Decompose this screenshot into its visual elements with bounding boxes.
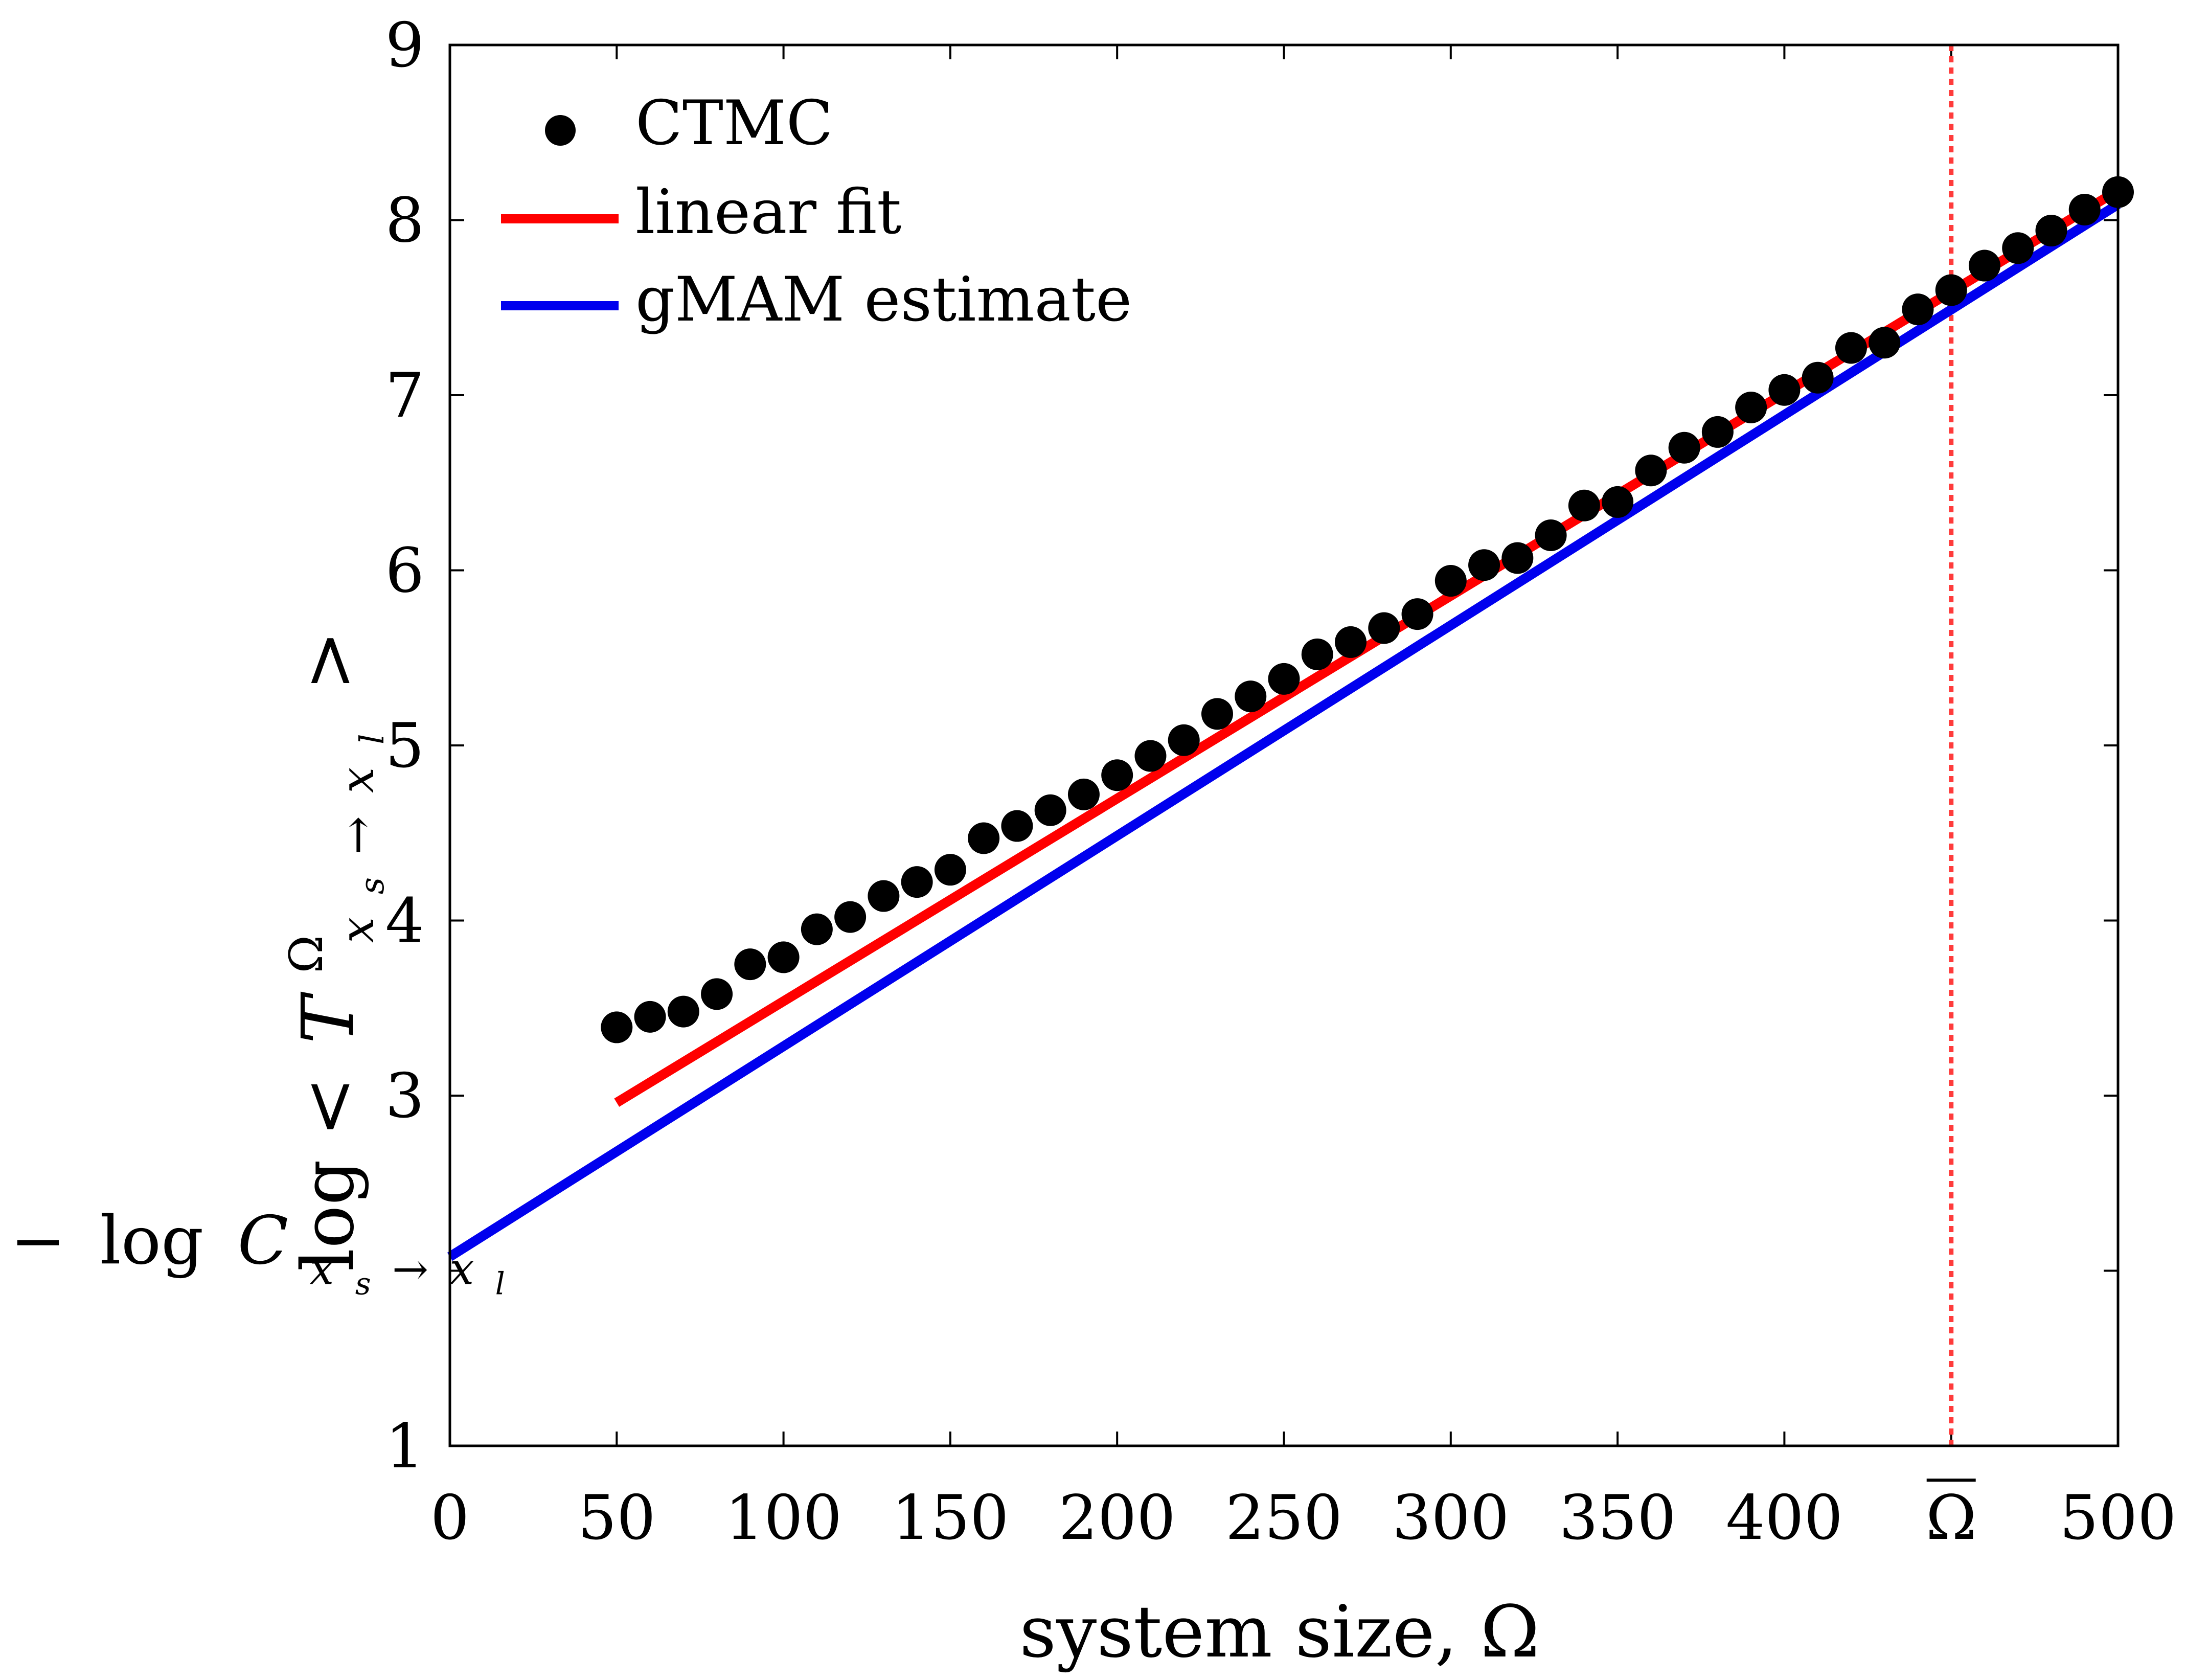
x-tick-label: 150 <box>892 1483 1009 1554</box>
linear-fit-line <box>614 186 2121 1107</box>
ctmc-point <box>1835 332 1867 364</box>
x-axis-title: system size, Ω <box>1019 1591 1539 1674</box>
ctmc-point <box>1034 794 1066 826</box>
ctmc-point <box>767 941 800 973</box>
y-tick-label: 1 <box>385 1411 424 1482</box>
x-tick-label: Ω <box>1926 1483 1977 1554</box>
ctmc-point <box>801 913 833 945</box>
y-tick-label: 5 <box>385 711 424 782</box>
y-axis-title-suffix: > <box>287 630 370 690</box>
ctmc-point <box>1468 549 1500 581</box>
ctmc-point <box>1434 565 1467 597</box>
ctmc-point <box>1235 680 1267 713</box>
ctmc-point <box>2068 193 2101 225</box>
ctmc-point <box>1268 663 1300 695</box>
ctmc-point <box>701 978 733 1010</box>
ctmc-point <box>1101 759 1133 791</box>
intercept-subscript-l: l <box>495 1266 505 1302</box>
ctmc-point <box>634 1001 666 1033</box>
ctmc-point <box>1902 293 1934 326</box>
ctmc-point <box>968 822 1000 854</box>
y-tick-label: 3 <box>385 1061 424 1132</box>
intercept-arrow: → <box>392 1244 428 1295</box>
intercept-log: log <box>100 1201 203 1279</box>
ctmc-point <box>1635 455 1667 487</box>
y-tick-label: 9 <box>385 10 424 81</box>
x-tick-label: 100 <box>725 1483 842 1554</box>
ctmc-point <box>934 854 966 886</box>
intercept-minus: − <box>10 1201 66 1279</box>
ctmc-point <box>1602 486 1634 518</box>
y-axis-title-superscript: Ω <box>280 935 333 973</box>
ctmc-point <box>1401 598 1433 630</box>
legend: CTMC linear fit gMAM estimate <box>501 88 1132 335</box>
legend-gmam-label: gMAM estimate <box>635 264 1132 335</box>
series-layer <box>447 45 2134 1446</box>
ctmc-point <box>1568 489 1600 521</box>
ctmc-point <box>1768 374 1801 406</box>
gmam-estimate-line <box>447 200 2121 1261</box>
ctmc-point <box>1735 391 1767 423</box>
ctmc-point <box>1701 416 1734 448</box>
y-axis-title-symbol: T <box>287 992 370 1044</box>
ctmc-point <box>601 1011 633 1043</box>
y-tick-label: 8 <box>385 186 424 257</box>
y-axis-title-subscript: x <box>331 917 384 943</box>
y-axis-title-subscript-l: l <box>353 734 392 744</box>
ctmc-point <box>1668 432 1700 464</box>
ctmc-point <box>2002 232 2034 264</box>
intercept-symbol: C <box>238 1201 288 1279</box>
y-axis-title: log < T Ω x s → x l > <box>256 630 401 1271</box>
ctmc-point <box>667 995 699 1028</box>
plot-frame <box>448 43 2120 1447</box>
y-tick-label: 4 <box>385 886 424 957</box>
ctmc-point <box>868 880 900 912</box>
legend-ctmc-label: CTMC <box>635 88 833 159</box>
ctmc-point <box>834 901 867 933</box>
intercept-label: − log C x s → x l <box>10 1201 505 1310</box>
x-tick-label: 50 <box>578 1483 656 1554</box>
ctmc-point <box>901 866 933 898</box>
ctmc-point <box>1535 519 1567 551</box>
y-axis-title-subscript-target: x <box>331 767 384 793</box>
y-axis-title-subscript-s: s <box>353 877 392 894</box>
x-tick-label: 300 <box>1392 1483 1509 1554</box>
x-tick-label: 400 <box>1726 1483 1843 1554</box>
intercept-subscript: x <box>309 1244 334 1295</box>
x-tick-label: 250 <box>1225 1483 1342 1554</box>
ctmc-point <box>1134 740 1167 772</box>
y-axis-title-prefix: log < <box>287 1077 370 1272</box>
ctmc-point <box>1802 361 1834 394</box>
ctmc-point <box>1935 274 1967 306</box>
ctmc-point <box>1001 810 1033 842</box>
tick-labels: 0 50 100 150 200 250 300 350 400 Ω 500 1 3 4 5 6 7 8 9 <box>385 10 2177 1554</box>
ctmc-point <box>1067 778 1100 810</box>
x-tick-label: 350 <box>1559 1483 1676 1554</box>
x-tick-label: 200 <box>1059 1483 1176 1554</box>
ctmc-point <box>1368 612 1400 644</box>
y-tick-label: 6 <box>385 536 424 607</box>
ctmc-point <box>1501 542 1534 574</box>
x-tick-label: 0 <box>430 1483 469 1554</box>
intercept-subscript-s: s <box>355 1266 371 1302</box>
ctmc-point <box>1335 626 1367 658</box>
legend-linear-fit-label: linear fit <box>635 177 901 248</box>
ctmc-point <box>1168 724 1200 756</box>
ctmc-point <box>734 948 766 981</box>
ctmc-point <box>1869 327 1901 359</box>
y-tick-label: 7 <box>385 360 424 432</box>
ctmc-point <box>1968 249 2000 282</box>
legend-ctmc-marker <box>545 115 576 146</box>
ctmc-point <box>1301 638 1333 670</box>
y-axis-title-arrow: → <box>331 816 384 854</box>
x-tick-label: 500 <box>2059 1483 2176 1554</box>
ctmc-point <box>2035 215 2067 247</box>
intercept-subscript-target: x <box>449 1244 474 1295</box>
ctmc-point <box>1201 698 1233 730</box>
